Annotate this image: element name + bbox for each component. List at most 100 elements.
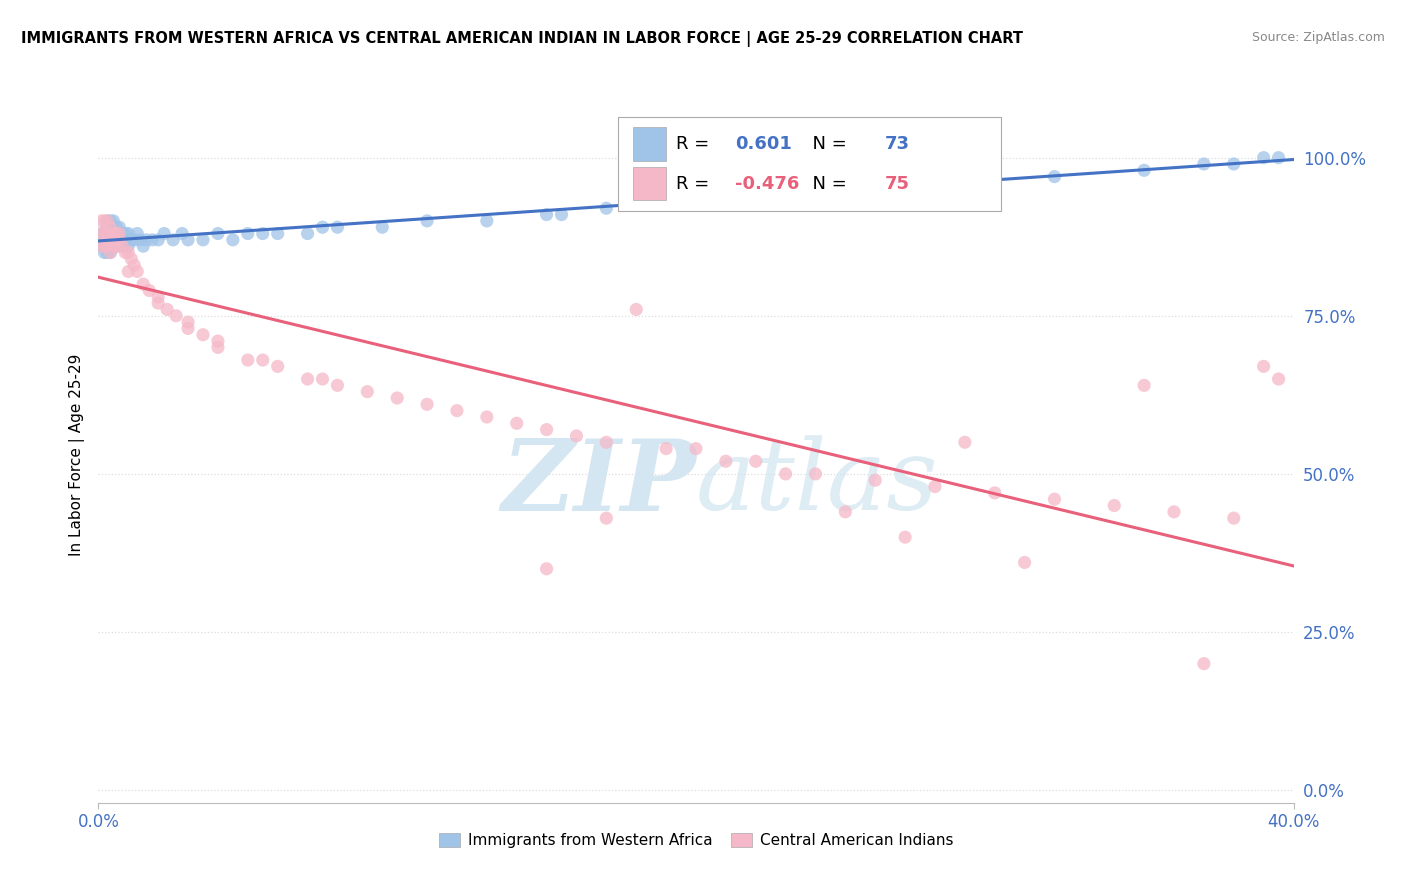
Point (1133, 163, 1156, 178)
Point (1043, 492, 1066, 507)
Point (114, 227, 136, 241)
Point (550, 208, 572, 222)
Point (138, 284, 160, 298)
Point (117, 227, 139, 241)
Point (207, 227, 229, 241)
Point (105, 233, 128, 247)
Point (356, 384, 378, 399)
Bar (633, 128, 666, 161)
Point (156, 302, 179, 317)
Point (165, 309, 187, 323)
Point (111, 227, 134, 241)
Point (626, 302, 648, 317)
Point (132, 277, 155, 292)
Point (416, 214, 439, 228)
Point (93, 227, 115, 241)
Point (148, 290, 170, 304)
Point (685, 442, 707, 456)
Point (108, 220, 131, 235)
Point (96, 245, 118, 260)
Point (96, 233, 118, 247)
Point (775, 188, 797, 202)
Point (1133, 378, 1156, 392)
Point (98, 245, 122, 260)
Point (103, 239, 125, 253)
Point (191, 233, 214, 247)
Point (1223, 157, 1246, 171)
Point (804, 176, 827, 190)
Point (96, 239, 118, 253)
Point (326, 220, 349, 235)
Point (536, 208, 558, 222)
Point (103, 233, 125, 247)
Text: N =: N = (801, 135, 852, 153)
Point (371, 220, 394, 235)
Point (953, 435, 976, 450)
Point (90, 227, 112, 241)
Point (536, 423, 558, 437)
Point (117, 239, 139, 253)
Point (127, 227, 149, 241)
Point (148, 296, 170, 310)
Point (745, 454, 768, 468)
Bar (633, 167, 666, 201)
Point (98, 233, 122, 247)
Point (565, 429, 588, 443)
Point (98, 245, 122, 260)
Point (172, 227, 194, 241)
Point (105, 239, 128, 253)
Point (98, 233, 122, 247)
Text: IMMIGRANTS FROM WESTERN AFRICA VS CENTRAL AMERICAN INDIAN IN LABOR FORCE | AGE 2: IMMIGRANTS FROM WESTERN AFRICA VS CENTRA… (21, 31, 1024, 47)
Point (222, 233, 245, 247)
Point (536, 562, 558, 576)
Point (105, 227, 128, 241)
Point (595, 511, 617, 525)
Point (93, 214, 115, 228)
Point (103, 227, 125, 241)
Point (90, 239, 112, 253)
Point (475, 409, 498, 424)
Point (111, 233, 134, 247)
Point (595, 435, 617, 450)
Point (416, 397, 439, 411)
Point (105, 220, 128, 235)
Text: R =: R = (676, 175, 714, 193)
Point (924, 479, 946, 493)
Y-axis label: In Labor Force | Age 25-29: In Labor Force | Age 25-29 (69, 354, 84, 556)
Point (108, 227, 131, 241)
Point (103, 227, 125, 241)
Point (252, 353, 274, 368)
Point (103, 239, 125, 253)
Point (96, 214, 118, 228)
Point (446, 403, 468, 417)
Point (1192, 657, 1215, 671)
Point (124, 233, 146, 247)
Point (207, 340, 229, 354)
Point (127, 264, 149, 278)
Point (93, 239, 115, 253)
Point (236, 227, 259, 241)
Point (98, 220, 122, 235)
Point (1223, 511, 1246, 525)
Point (1267, 151, 1289, 165)
Point (685, 194, 707, 209)
Text: 75: 75 (884, 175, 910, 193)
Point (311, 372, 333, 386)
Text: R =: R = (676, 135, 720, 153)
Point (297, 372, 319, 386)
Point (117, 245, 139, 260)
Legend: Immigrants from Western Africa, Central American Indians: Immigrants from Western Africa, Central … (433, 827, 959, 855)
Point (124, 258, 146, 272)
Point (129, 233, 152, 247)
Point (207, 334, 229, 348)
Point (103, 214, 125, 228)
Point (714, 454, 737, 468)
Point (297, 227, 319, 241)
Point (191, 327, 214, 342)
Point (267, 227, 290, 241)
Point (90, 239, 112, 253)
Point (108, 227, 131, 241)
Point (1014, 556, 1036, 570)
Point (135, 233, 157, 247)
Point (141, 233, 163, 247)
